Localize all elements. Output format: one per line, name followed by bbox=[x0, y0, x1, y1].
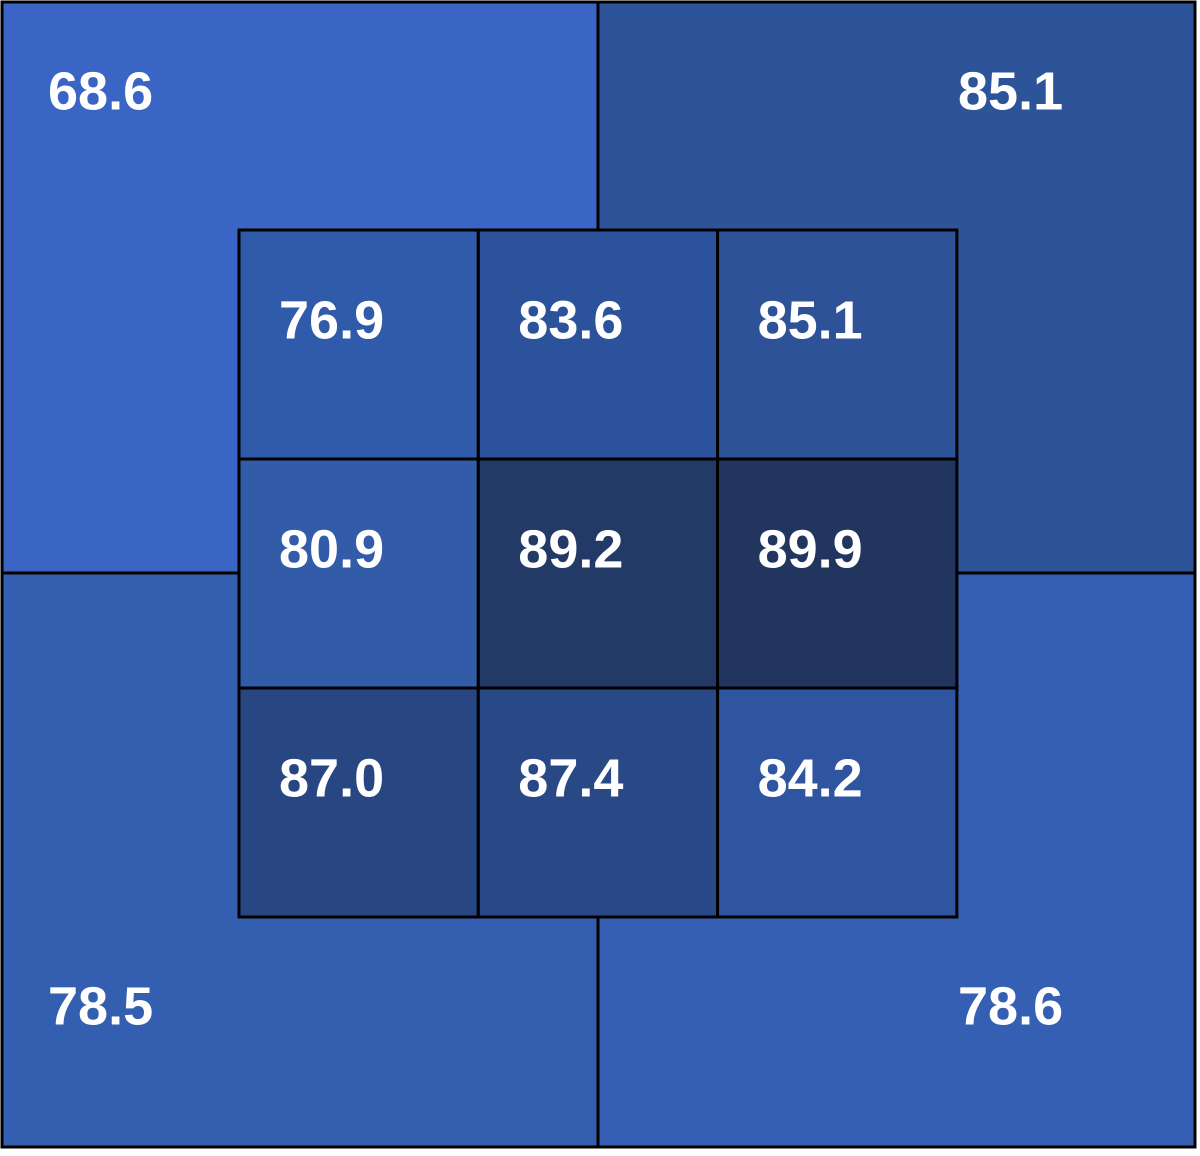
cell-label: 87.4 bbox=[518, 748, 623, 808]
grid-cell bbox=[476, 686, 720, 919]
cell-label: 83.6 bbox=[518, 290, 623, 350]
cell-label: 76.9 bbox=[279, 290, 384, 350]
grid-cell bbox=[716, 457, 959, 690]
grid-cell bbox=[476, 228, 720, 461]
quadrant-label: 68.6 bbox=[48, 61, 153, 121]
quadrant-label: 85.1 bbox=[958, 61, 1063, 121]
cell-label: 80.9 bbox=[279, 519, 384, 579]
cell-label: 87.0 bbox=[279, 748, 384, 808]
quadrant-label: 78.5 bbox=[48, 976, 153, 1036]
cell-label: 89.2 bbox=[518, 519, 623, 579]
grid-cell bbox=[716, 686, 959, 919]
grid-cell bbox=[237, 228, 480, 461]
cell-label: 84.2 bbox=[758, 748, 863, 808]
cell-label: 85.1 bbox=[758, 290, 863, 350]
grid-cell bbox=[237, 457, 480, 690]
quadrant-label: 78.6 bbox=[958, 976, 1063, 1036]
cell-label: 89.9 bbox=[758, 519, 863, 579]
